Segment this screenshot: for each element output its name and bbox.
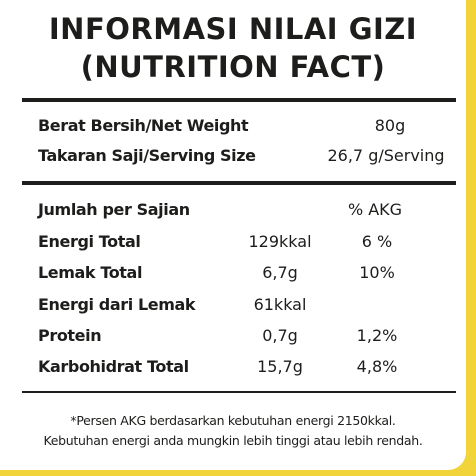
- nutrient-akg: 1,2%: [356, 325, 398, 345]
- footnote: *Persen AKG berdasarkan kebutuhan energi…: [70, 413, 396, 428]
- nutrient-akg: 6 %: [361, 232, 393, 251]
- header-akg: % AKG: [347, 200, 403, 219]
- thin-rule: [22, 391, 456, 393]
- footnote: Kebutuhan energi anda mungkin lebih ting…: [43, 433, 423, 448]
- nutrient-amount: 0,7g: [262, 325, 298, 345]
- title-line: INFORMASI NILAI GIZI: [48, 12, 418, 46]
- nutrient-label: Karbohidrat Total: [38, 357, 189, 377]
- nutrient-label: Energi dari Lemak: [38, 294, 196, 314]
- header-label: Jumlah per Sajian: [38, 200, 190, 219]
- serving-value: 26,7 g/Serving: [327, 146, 445, 165]
- thick-rule: [22, 98, 456, 102]
- nutrient-amount: 15,7g: [257, 357, 303, 377]
- nutrient-label: Lemak Total: [38, 263, 143, 283]
- nutrient-akg: 4,8%: [356, 357, 398, 377]
- thick-rule: [22, 181, 456, 185]
- nutrient-amount: 61kkal: [253, 294, 307, 314]
- serving-label: Takaran Saji/Serving Size: [38, 146, 256, 165]
- title-line: (NUTRITION FACT): [80, 50, 386, 84]
- nutrition-label: INFORMASI NILAI GIZI (NUTRITION FACT) Be…: [0, 0, 466, 470]
- nutrient-label: Protein: [38, 325, 102, 345]
- nutrient-akg: 10%: [359, 263, 395, 283]
- nutrient-label: Energi Total: [38, 232, 141, 251]
- serving-label: Berat Bersih/Net Weight: [38, 116, 249, 135]
- serving-value: 80g: [374, 116, 406, 135]
- nutrient-amount: 6,7g: [262, 263, 298, 283]
- nutrient-amount: 129kkal: [248, 232, 312, 251]
